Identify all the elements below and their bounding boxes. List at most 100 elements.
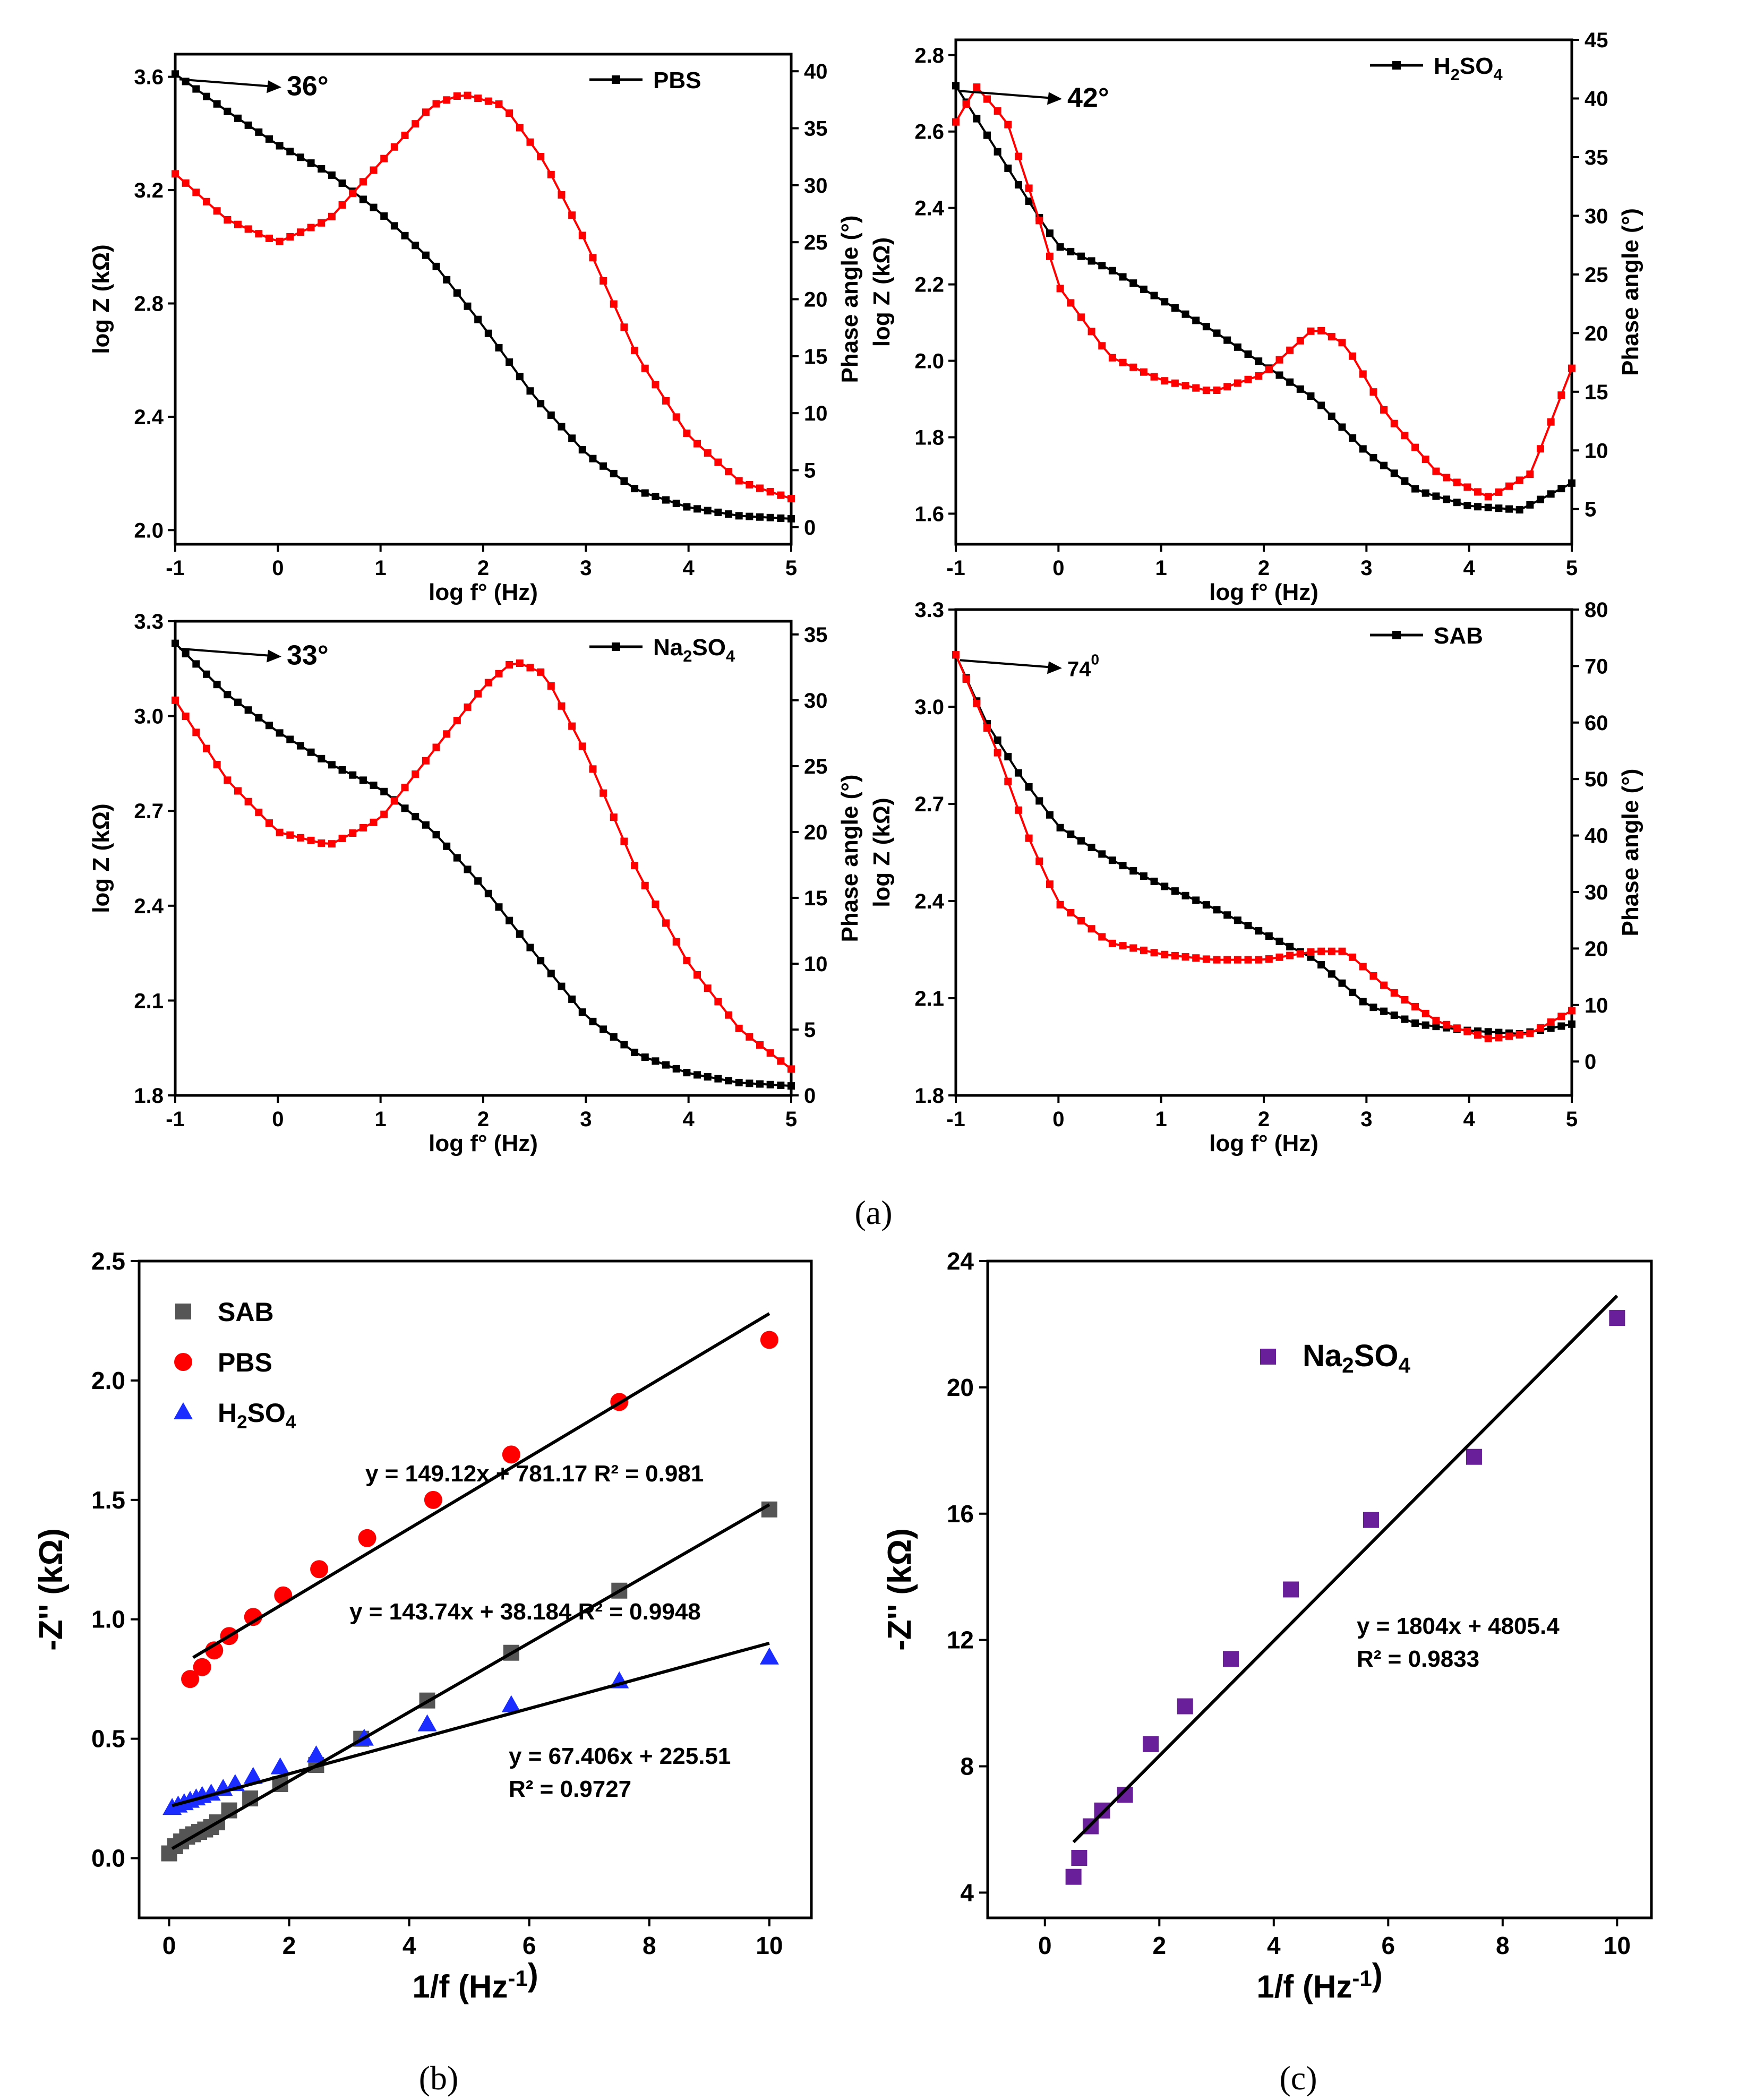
data-point bbox=[495, 100, 503, 108]
data-point bbox=[172, 696, 179, 704]
data-point bbox=[1067, 299, 1075, 307]
data-point bbox=[1046, 880, 1054, 888]
bode-chart-a-pbs: -1 0 1 2 3 4 52.02.42.83.23.60510152025303540l… bbox=[88, 53, 863, 605]
data-point bbox=[464, 865, 472, 873]
data-point bbox=[244, 1608, 262, 1626]
data-point bbox=[683, 429, 691, 437]
data-point bbox=[1432, 492, 1440, 500]
y2-tick-label: 10 bbox=[1585, 994, 1608, 1017]
data-point bbox=[1171, 887, 1179, 895]
data-point bbox=[310, 1560, 329, 1579]
data-point bbox=[1108, 856, 1116, 864]
y2-tick-label: 60 bbox=[1585, 712, 1608, 735]
series-impedance bbox=[172, 70, 795, 522]
data-point bbox=[1181, 953, 1189, 961]
data-point bbox=[484, 679, 492, 687]
data-point bbox=[578, 742, 586, 750]
data-point bbox=[568, 995, 576, 1003]
x-axis-label: log f° (Hz) bbox=[429, 1130, 538, 1156]
data-point bbox=[568, 434, 576, 442]
data-point bbox=[1338, 339, 1346, 347]
data-point bbox=[1338, 947, 1346, 955]
x-tick-label: 4 bbox=[683, 556, 695, 580]
data-point bbox=[1129, 867, 1137, 875]
data-point bbox=[1202, 955, 1210, 963]
legend-label: H2SO4 bbox=[1434, 53, 1503, 84]
y2-tick-label: 35 bbox=[804, 623, 828, 647]
y-tick-label: 0.5 bbox=[91, 1725, 125, 1753]
y2-axis-label: Phase angle (°) bbox=[837, 775, 863, 942]
data-point bbox=[474, 95, 482, 102]
data-point bbox=[318, 165, 326, 173]
data-point bbox=[1505, 505, 1513, 513]
data-point bbox=[1515, 476, 1523, 484]
data-point bbox=[714, 1075, 722, 1083]
data-point bbox=[1568, 1020, 1575, 1028]
data-point bbox=[1223, 383, 1231, 391]
data-point bbox=[1119, 862, 1127, 870]
series-na2so4 bbox=[1065, 1310, 1625, 1885]
data-point bbox=[1004, 164, 1012, 172]
data-point bbox=[735, 512, 743, 520]
data-point bbox=[620, 837, 628, 845]
data-point bbox=[1547, 1018, 1555, 1026]
y2-tick-label: 40 bbox=[804, 60, 828, 83]
data-point bbox=[662, 919, 670, 927]
data-point bbox=[1202, 387, 1210, 395]
data-point bbox=[1286, 346, 1294, 354]
data-point bbox=[735, 477, 743, 485]
data-point bbox=[422, 251, 430, 259]
data-point bbox=[589, 765, 597, 773]
data-point bbox=[443, 842, 451, 850]
data-point bbox=[1150, 292, 1158, 299]
data-point bbox=[453, 854, 461, 862]
data-point bbox=[1255, 956, 1263, 964]
x-tick-label: 1 bbox=[1155, 556, 1167, 580]
data-point bbox=[1014, 769, 1022, 777]
y-axis-label: -Z'' (kΩ) bbox=[33, 1528, 70, 1651]
data-point bbox=[1275, 937, 1283, 945]
data-point bbox=[1484, 1034, 1492, 1042]
data-point bbox=[600, 789, 607, 797]
data-point bbox=[704, 984, 712, 992]
series-line bbox=[955, 85, 1573, 498]
data-point bbox=[213, 760, 221, 768]
y-axis-label: log Z (kΩ) bbox=[88, 803, 114, 913]
data-point bbox=[432, 743, 440, 751]
data-point bbox=[244, 798, 252, 805]
data-point bbox=[506, 661, 513, 668]
data-point bbox=[760, 1331, 778, 1349]
data-point bbox=[1328, 333, 1335, 341]
data-point bbox=[474, 690, 482, 698]
data-point bbox=[1087, 925, 1095, 933]
y2-tick-label: 30 bbox=[804, 689, 828, 713]
data-point bbox=[787, 515, 795, 522]
data-point bbox=[359, 178, 367, 186]
data-point bbox=[777, 514, 785, 522]
annotation-label: 42° bbox=[1067, 82, 1109, 113]
data-point bbox=[1161, 950, 1169, 958]
data-point bbox=[401, 232, 409, 239]
legend-marker bbox=[1392, 61, 1401, 70]
data-point bbox=[338, 766, 346, 774]
data-point bbox=[172, 170, 179, 178]
data-point bbox=[1004, 121, 1012, 128]
data-point bbox=[962, 675, 970, 683]
data-point bbox=[1046, 811, 1054, 819]
data-point bbox=[1369, 454, 1377, 462]
data-point bbox=[1317, 947, 1325, 955]
data-point bbox=[1421, 1021, 1429, 1029]
data-point bbox=[1411, 1019, 1419, 1027]
data-point bbox=[1537, 445, 1545, 453]
data-point bbox=[516, 930, 524, 938]
series-phase bbox=[172, 91, 795, 503]
y2-tick-label: 20 bbox=[804, 288, 828, 312]
annotation-label: 740 bbox=[1067, 651, 1099, 681]
fit-r-squared: R² = 0.9727 bbox=[509, 1776, 631, 1802]
data-point bbox=[1526, 1030, 1534, 1038]
y-tick-label: 2.5 bbox=[91, 1247, 125, 1275]
data-point bbox=[1349, 434, 1357, 442]
data-point bbox=[1087, 257, 1095, 265]
data-point bbox=[286, 233, 294, 241]
data-point bbox=[1223, 911, 1231, 919]
